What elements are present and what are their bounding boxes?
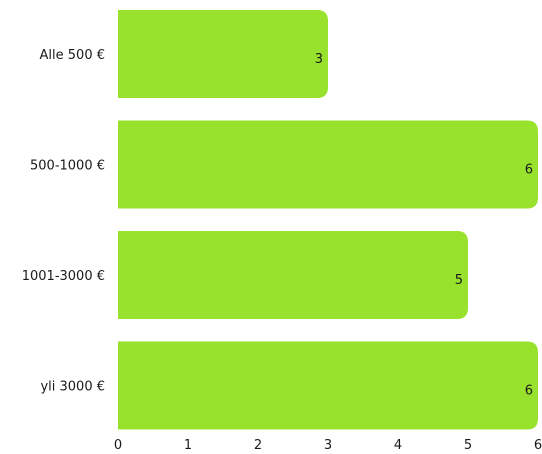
category-label: yli 3000 €	[40, 380, 105, 395]
bar-value-label: 3	[315, 52, 323, 67]
bar	[118, 231, 468, 319]
bar	[118, 341, 538, 430]
bar-value-label: 6	[525, 384, 533, 399]
bar-value-label: 5	[455, 273, 463, 288]
category-label: Alle 500 €	[40, 48, 105, 63]
data-labels: 3 6 5 6	[315, 52, 533, 399]
category-label: 1001-3000 €	[22, 269, 105, 284]
x-tick-label: 2	[254, 438, 262, 453]
x-tick-label: 1	[184, 438, 192, 453]
x-tick-label: 0	[114, 438, 122, 453]
x-tick-label: 6	[534, 438, 542, 453]
bars-group	[118, 10, 538, 430]
bar	[118, 120, 538, 209]
category-labels: Alle 500 € 500-1000 € 1001-3000 € yli 3000 …	[22, 48, 105, 395]
category-label: 500-1000 €	[30, 159, 105, 174]
x-tick-label: 4	[394, 438, 402, 453]
x-axis-tick-labels: 0 1 2 3 4 5 6	[114, 438, 542, 453]
x-tick-label: 3	[324, 438, 332, 453]
bar	[118, 10, 328, 98]
x-tick-label: 5	[464, 438, 472, 453]
bar-value-label: 6	[525, 163, 533, 178]
